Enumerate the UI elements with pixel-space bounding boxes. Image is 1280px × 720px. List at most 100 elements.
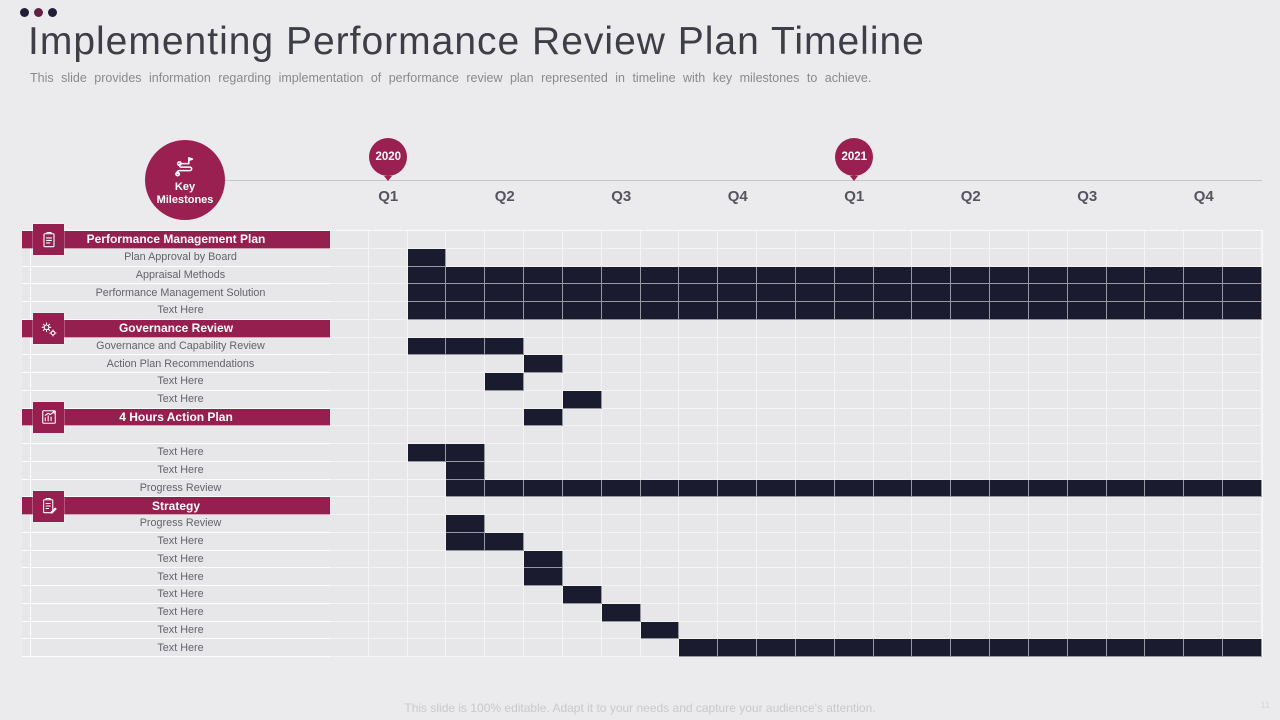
gantt-cell [990,319,1029,338]
gantt-cell [562,568,602,586]
gantt-cell [330,550,369,569]
gantt-bar-cell [679,284,719,302]
gantt-cell [718,337,758,356]
gantt-bar-cell [601,603,641,622]
gantt-cell [562,444,602,462]
gantt-cell [679,532,719,551]
year-badge: 2020 [369,138,408,176]
key-milestones-label: Key Milestones [156,180,214,206]
gantt-cell [524,337,563,356]
gantt-bar-cell [524,284,563,302]
gantt-bar-cell [562,586,602,604]
gantt-cell [1223,444,1262,462]
gantt-cell [757,444,796,462]
gantt-cell [795,444,835,462]
gantt-bar-cell [1067,266,1107,285]
row-rail [22,426,31,444]
gantt-cell [834,373,874,391]
gantt-bar-cell [446,444,486,462]
gantt-bar-cell [1184,479,1224,498]
gantt-cell [601,532,641,551]
task-label: Text Here [31,550,330,569]
gantt-cell [990,515,1029,533]
gantt-cell [718,426,758,444]
gantt-cell [951,515,991,533]
gantt-cell [446,426,486,444]
gantt-cell [562,515,602,533]
gantt-cell [951,373,991,391]
gantt-bar-cell [873,639,913,657]
gantt-cell [795,568,835,586]
gantt-bar-cell [1067,639,1107,657]
key-milestones-badge: Key Milestones [145,140,225,220]
task-label-row: Governance and Capability Review [22,337,330,356]
gantt-cell [912,355,952,373]
gantt-cell [951,231,991,249]
gantt-bar-cell [601,302,641,320]
gantt-cell [679,586,719,604]
gantt-cell [990,373,1029,391]
gantt-bar-cell [601,479,641,498]
gantt-cell [1223,426,1262,444]
gantt-cell [368,515,408,533]
gantt-bar-cell [834,639,874,657]
gantt-bar-cell [990,302,1029,320]
gantt-cell [873,461,913,480]
gantt-cell [912,568,952,586]
task-label: Text Here [31,444,330,462]
gantt-cell [679,231,719,249]
gantt-cell [330,248,369,267]
gantt-bar-cell [873,302,913,320]
gantt-cell [912,515,952,533]
gantt-cell [640,586,680,604]
gantt-cell [446,497,486,515]
gantt-bar-cell [757,479,796,498]
gantt-bar-cell [407,284,447,302]
gantt-cell [524,373,563,391]
strategy-clipboard-icon [33,490,64,522]
gantt-cell [718,390,758,409]
gantt-cell [485,621,525,640]
gantt-cell [368,444,408,462]
gantt-bar-cell [990,266,1029,285]
gantt-cell [1223,408,1262,427]
gantt-cell [718,461,758,480]
gantt-cell [524,515,563,533]
gantt-chart: Performance Management Plan Plan Approval… [22,224,1263,657]
gantt-bar-cell [407,302,447,320]
task-label-row: Text Here [22,302,330,320]
gantt-cell [757,603,796,622]
gantt-cell [951,550,991,569]
gantt-bar-cell [524,266,563,285]
gantt-bar-cell [1106,639,1146,657]
gantt-cell [368,532,408,551]
gantt-cell [1184,426,1224,444]
gantt-bar-cell [951,302,991,320]
gantt-bar-cell [1067,479,1107,498]
gantt-bar-cell [679,302,719,320]
gantt-cell [1223,603,1262,622]
milestones-route-icon [172,154,198,180]
accent-dot-maroon [34,8,43,17]
gantt-cell [834,231,874,249]
gantt-cell [601,248,641,267]
gantt-bar-cell [1184,266,1224,285]
gantt-cell [795,248,835,267]
gantt-cell [330,390,369,409]
gantt-bar-cell [1145,639,1185,657]
gantt-cell [601,355,641,373]
gantt-cell [1028,461,1068,480]
gantt-cell [524,319,563,338]
gantt-bar-cell [562,479,602,498]
gantt-cell [990,426,1029,444]
gantt-bar-cell [1028,302,1068,320]
gantt-cell [951,390,991,409]
gantt-cell [679,319,719,338]
gantt-bar-cell [834,479,874,498]
gantt-bar-cell [757,266,796,285]
gantt-cell [718,408,758,427]
section-label: Governance Review [118,321,234,336]
gantt-cell [640,355,680,373]
year-badge: 2021 [835,138,874,176]
gantt-cell [1145,319,1185,338]
